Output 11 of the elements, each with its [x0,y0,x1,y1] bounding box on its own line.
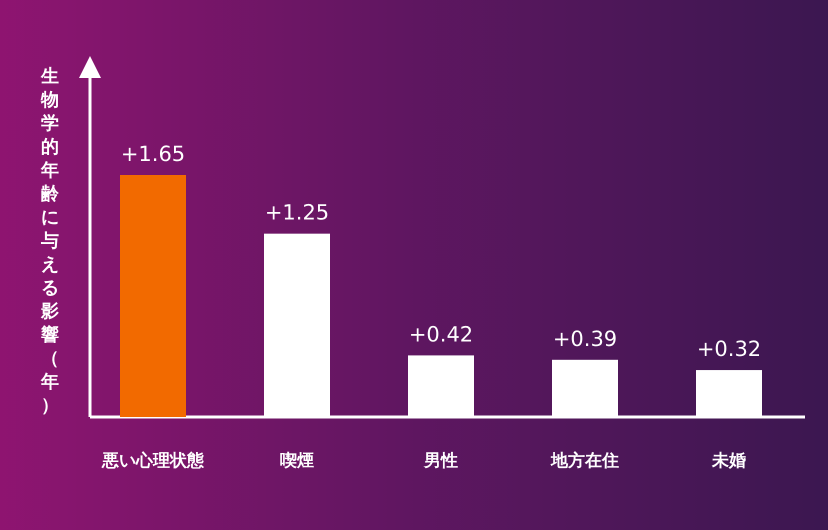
data-label: +0.32 [696,337,762,362]
x-tick-label: 地方在住 [550,451,619,471]
x-tick-label: 喫煙 [280,451,314,471]
data-label: +1.25 [264,200,330,225]
x-tick-label: 未婚 [711,451,746,471]
y-axis-title: 生物学的年齢に与える影響（年） [41,66,59,416]
x-tick-label: 悪い心理状態 [101,451,205,471]
data-label: +1.65 [120,142,186,166]
data-label: +0.39 [552,326,618,351]
data-label: +0.42 [408,322,474,346]
x-tick-label: 男性 [423,451,458,471]
